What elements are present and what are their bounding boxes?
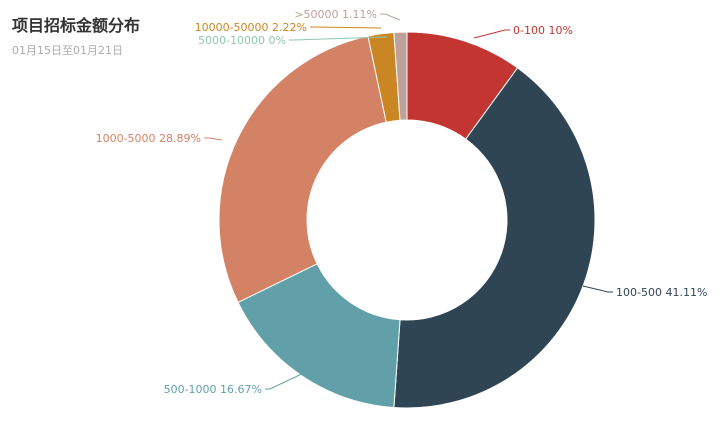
slice-5000-10000-leader-line bbox=[289, 36, 388, 41]
slice-10000-50000-label: 10000-50000 2.22% bbox=[195, 21, 307, 34]
slice-500-1000-label: 500-1000 16.67% bbox=[164, 383, 262, 396]
slice-500-1000[interactable] bbox=[237, 263, 401, 409]
slice-10000-50000-leader-line bbox=[310, 26, 382, 29]
slice-0-100-leader-line bbox=[473, 29, 510, 39]
slice-1000-5000-leader-line bbox=[204, 137, 223, 141]
slice-50000-label: >50000 1.11% bbox=[294, 8, 377, 21]
slice-100-500-leader-line bbox=[582, 285, 613, 293]
chart-subtitle: 01月15日至01月21日 bbox=[12, 44, 123, 57]
slice-1000-5000-label: 1000-5000 28.89% bbox=[96, 132, 201, 145]
slice-100-500[interactable] bbox=[393, 67, 596, 409]
slice-50000[interactable] bbox=[393, 31, 408, 121]
chart-title: 项目招标金额分布 bbox=[12, 16, 141, 35]
slice-50000-leader-line bbox=[380, 13, 401, 21]
slice-500-1000-leader-line bbox=[265, 369, 311, 390]
slice-5000-10000-label: 5000-10000 0% bbox=[198, 34, 286, 47]
slice-0-100-label: 0-100 10% bbox=[513, 24, 573, 37]
slice-1000-5000[interactable] bbox=[218, 35, 387, 304]
slice-100-500-label: 100-500 41.11% bbox=[616, 286, 707, 299]
